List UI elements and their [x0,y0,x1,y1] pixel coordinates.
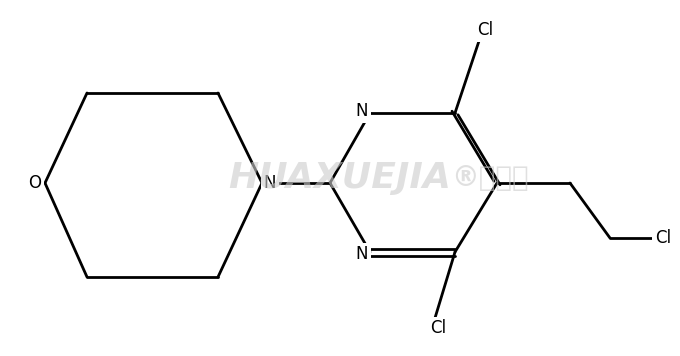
Text: ®化学加: ®化学加 [452,164,529,192]
Text: N: N [264,174,276,192]
Text: Cl: Cl [477,21,493,39]
Text: N: N [356,102,369,120]
Text: Cl: Cl [655,229,671,247]
Text: Cl: Cl [430,319,446,337]
Text: HUAXUEJIA: HUAXUEJIA [228,161,452,195]
Text: O: O [29,174,41,192]
Text: N: N [356,245,369,263]
